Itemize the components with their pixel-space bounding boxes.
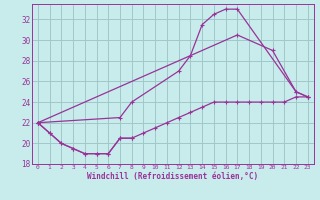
X-axis label: Windchill (Refroidissement éolien,°C): Windchill (Refroidissement éolien,°C) — [87, 172, 258, 181]
